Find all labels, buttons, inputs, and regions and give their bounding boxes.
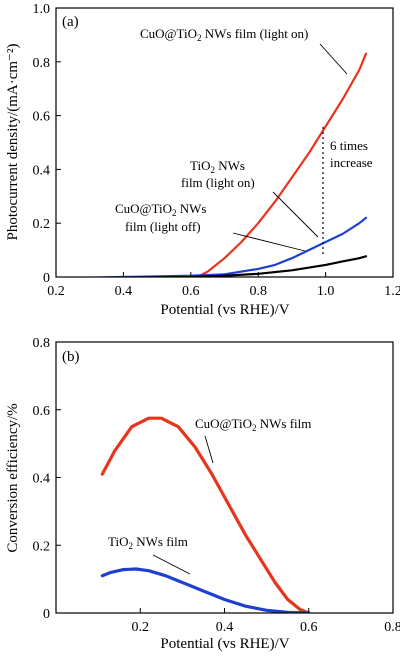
panel-a-x-tick-label: 1.2 [384, 284, 400, 299]
panel-a-plot-frame [55, 7, 394, 278]
panel-a-x-tick-label: 0.6 [182, 284, 200, 299]
panel-b-x-tick-label: 0.4 [216, 620, 234, 635]
panel-b-x-axis-title: Potential (vs RHE)/V [160, 636, 289, 652]
panel-a-y-axis-title: Photocurrent density/(mA·cm⁻²) [5, 44, 21, 241]
panel-a-x-tick-label: 0.2 [47, 284, 65, 299]
panel-b-series-line-1 [100, 567, 311, 613]
leader-cuo-light-on [319, 43, 348, 75]
panel-a: 0.2 0.4 0.6 0.8 1.0 1.200.20.40.60.81.0 (a) P… [5, 2, 400, 318]
leader-tio2-light-on [272, 191, 319, 238]
panel-b-y-tick-label: 0.2 [33, 539, 51, 554]
annotation-six-times-line2: increase [330, 155, 373, 170]
annotation-tio2-light-on-line2: film (light on) [181, 175, 255, 190]
panel-b-y-axis-title: Conversion efficiency/% [5, 403, 21, 552]
panel-a-label: (a) [62, 14, 79, 30]
panel-a-y-tick-label: 0.6 [33, 110, 51, 125]
panel-a-x-tick-label: 1.0 [317, 284, 335, 299]
panel-b-label: (b) [62, 349, 80, 365]
annotation-cuo-light-off-line1: CuO@TiO2 NWs [115, 201, 206, 218]
panel-a-y-tick-label: 0.4 [33, 163, 51, 178]
leader-cuo-light-off [232, 232, 306, 252]
panel-b: 0.2 0.4 0.6 0.8 0 0.2 0.4 0.6 0.8 (b) Conversion… [5, 336, 400, 652]
panel-a-y-tick-label: 0 [43, 271, 50, 286]
panel-a-y-tick-label: 1.0 [33, 2, 51, 17]
annotation-cuo-film: CuO@TiO2 NWs film [195, 416, 311, 433]
leader-tio2-film [152, 554, 191, 575]
annotation-cuo-light-on: CuO@TiO2 NWs film (light on) [140, 26, 308, 43]
annotation-cuo-light-off-line2: film (light off) [125, 219, 201, 234]
panel-a-x-tick-label: 0.4 [115, 284, 133, 299]
panel-a-x-tick-label: 0.8 [249, 284, 267, 299]
panel-b-y-tick-label: 0.4 [33, 472, 51, 487]
panel-b-y-tick-label: 0 [43, 607, 50, 622]
annotation-six-times-line1: 6 times [330, 138, 368, 153]
panel-a-y-tick-label: 0.2 [33, 217, 51, 232]
panel-b-x-tick-label: 0.8 [384, 620, 400, 635]
leader-cuo-film [204, 435, 214, 464]
panel-b-y-tick-label: 0.8 [33, 336, 51, 351]
panel-b-series-line-0 [100, 416, 311, 613]
panel-a-x-axis-title: Potential (vs RHE)/V [160, 302, 289, 318]
annotation-tio2-film: TiO2 NWs film [108, 534, 188, 551]
panel-a-y-tick-label: 0.8 [33, 56, 51, 71]
panel-b-x-tick-label: 0.6 [300, 620, 318, 635]
panel-b-x-tick-label: 0.2 [132, 620, 150, 635]
annotation-tio2-light-on-line1: TiO2 NWs [190, 158, 245, 175]
panel-b-y-tick-label: 0.6 [33, 404, 51, 419]
